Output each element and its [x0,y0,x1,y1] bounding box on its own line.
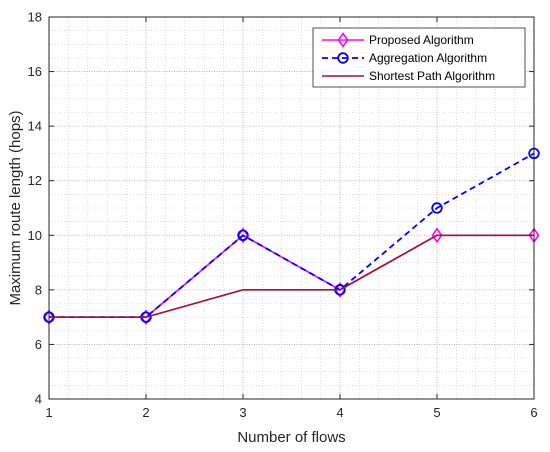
y-tick-label: 14 [28,119,42,134]
x-tick-label: 4 [336,405,343,420]
series-3 [49,234,534,318]
x-tick-label: 2 [142,405,149,420]
legend: Proposed Algorithm Aggregation Algorithm S… [312,27,526,88]
legend-label: Shortest Path Algorithm [369,69,495,83]
series-layer [43,147,540,326]
data-point [431,202,443,214]
data-point [431,227,443,244]
y-axis-label: Maximum route length (hops) [7,110,24,305]
y-axis-ticks: 4 6 8 10 12 14 16 18 [28,10,534,407]
data-point [237,227,249,244]
y-tick-label: 16 [28,64,42,79]
x-axis-ticks: 1 2 3 4 5 6 [45,17,538,420]
y-tick-label: 12 [28,173,42,188]
y-tick-label: 18 [28,10,42,25]
series-line [49,234,534,318]
y-tick-label: 4 [35,392,42,407]
y-tick-label: 6 [35,337,42,352]
data-point [237,229,249,241]
x-tick-label: 5 [433,405,440,420]
legend-marker [337,52,349,64]
legend-label: Proposed Algorithm [369,33,474,47]
x-tick-label: 1 [45,405,52,420]
y-tick-label: 8 [35,282,42,297]
legend-marker [337,32,349,48]
y-tick-label: 10 [28,228,42,243]
legend-label: Aggregation Algorithm [369,51,487,65]
axes-box [48,16,535,400]
x-tick-label: 6 [530,405,537,420]
x-tick-label: 3 [239,405,246,420]
x-axis-label: Number of flows [237,429,345,446]
